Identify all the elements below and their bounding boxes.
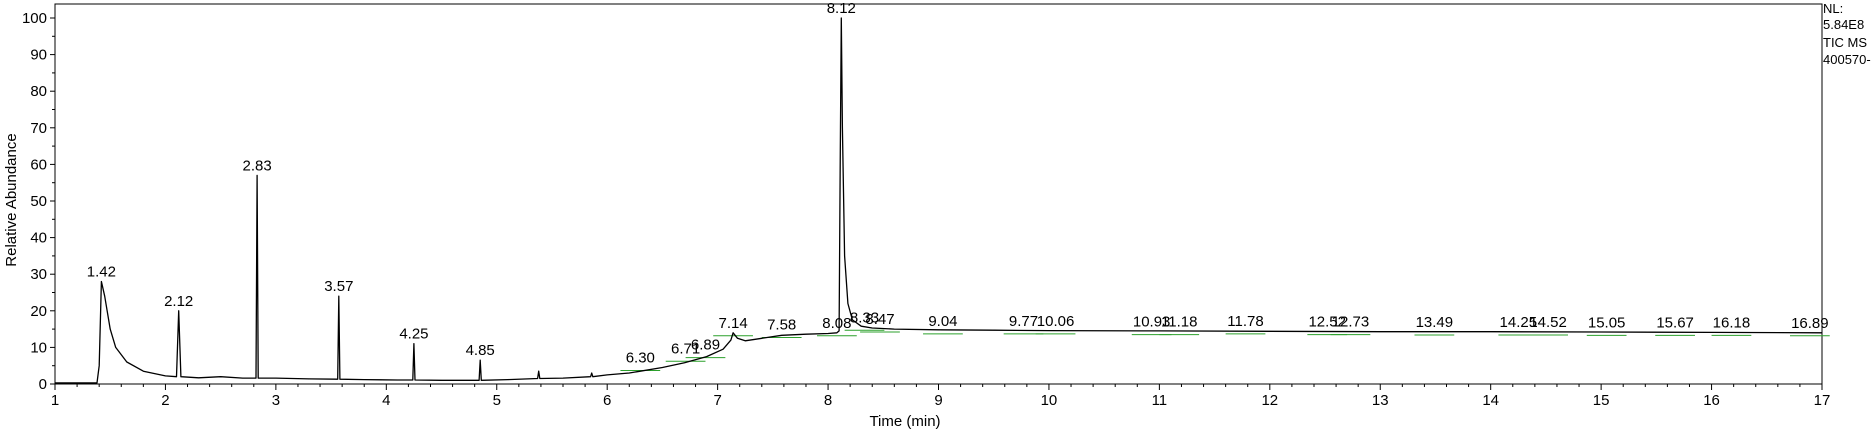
peak-label: 7.14 xyxy=(718,315,747,332)
peak-label: 8.47 xyxy=(865,311,894,328)
y-tick-label: 0 xyxy=(39,376,47,393)
x-tick-label: 10 xyxy=(1041,392,1058,409)
peak-label: 3.57 xyxy=(324,278,353,295)
peak-label: 12.52 xyxy=(1308,314,1346,331)
peak-labels: 1.42 2.12 2.83 3.57 4.25 4.85 6.30 6.716.89 7.14… xyxy=(87,0,1829,367)
peak-label: 16.89 xyxy=(1791,315,1829,332)
peak-label: 8.33 xyxy=(850,309,879,326)
info-line-2: 5.84E8 xyxy=(1823,17,1865,32)
peak-label: 14.52 xyxy=(1529,314,1567,331)
peak-label: 15.05 xyxy=(1588,314,1626,331)
peak-label: 9.04 xyxy=(928,313,957,330)
baseline-markers xyxy=(620,329,1830,371)
peak-label: 9.77 xyxy=(1009,313,1038,330)
peak-label: 4.25 xyxy=(399,326,428,343)
peak-label: 14.25 xyxy=(1500,314,1538,331)
y-tick-label: 100 xyxy=(22,10,47,27)
peak-label: 11.18 xyxy=(1161,314,1197,331)
info-line-4: 400570- xyxy=(1823,52,1871,67)
peak-label: 16.18 xyxy=(1713,314,1751,331)
y-tick-label: 80 xyxy=(30,83,47,100)
x-tick-label: 3 xyxy=(272,392,280,409)
y-tick-label: 10 xyxy=(30,339,47,356)
x-tick-label: 12 xyxy=(1261,392,1278,409)
x-tick-label: 4 xyxy=(382,392,390,409)
peak-label: 13.49 xyxy=(1416,314,1454,331)
y-tick-label: 90 xyxy=(30,47,47,64)
x-tick-label: 17 xyxy=(1814,392,1831,409)
peak-label: 15.67 xyxy=(1656,314,1694,331)
peak-label: 12.73 xyxy=(1332,314,1370,331)
y-axis: 0 10 20 30 40 50 60 70 80 90 100 xyxy=(22,10,55,393)
y-tick-label: 30 xyxy=(30,266,47,283)
peak-label: 6.71 xyxy=(671,340,700,357)
y-tick-label: 50 xyxy=(30,193,47,210)
peak-label: 4.85 xyxy=(466,342,495,359)
y-tick-label: 70 xyxy=(30,120,47,137)
y-tick-label: 60 xyxy=(30,156,47,173)
x-tick-label: 7 xyxy=(713,392,721,409)
peak-label: 8.12 xyxy=(827,0,856,17)
y-axis-title: Relative Abundance xyxy=(3,133,20,266)
info-line-3: TIC MS xyxy=(1823,35,1868,50)
info-line-1: NL: xyxy=(1823,1,1844,16)
peak-label: 10.93 xyxy=(1133,314,1171,331)
x-tick-label: 16 xyxy=(1703,392,1720,409)
peak-label: 11.78 xyxy=(1227,313,1263,330)
x-axis: 1 2 3 4 5 6 7 8 9 10 11 12 13 14 15 16 17 xyxy=(51,384,1831,409)
tic-trace xyxy=(55,17,1823,384)
x-tick-label: 14 xyxy=(1482,392,1499,409)
x-tick-label: 9 xyxy=(934,392,942,409)
x-tick-label: 15 xyxy=(1593,392,1610,409)
x-tick-label: 1 xyxy=(51,392,59,409)
peak-label: 8.08 xyxy=(822,315,851,332)
peak-label: 2.12 xyxy=(164,293,193,310)
x-tick-label: 8 xyxy=(824,392,832,409)
peak-label: 2.83 xyxy=(242,157,271,174)
peak-label: 1.42 xyxy=(87,264,116,281)
peak-label: 6.89 xyxy=(691,337,720,354)
tic-trace-line xyxy=(55,17,1823,384)
x-tick-label: 13 xyxy=(1372,392,1389,409)
x-tick-label: 6 xyxy=(603,392,611,409)
y-tick-label: 20 xyxy=(30,303,47,320)
x-tick-label: 5 xyxy=(493,392,501,409)
peak-label: 10.06 xyxy=(1037,313,1075,330)
x-tick-label: 2 xyxy=(161,392,169,409)
peak-label: 7.58 xyxy=(767,317,796,334)
peak-label: 6.30 xyxy=(626,350,655,367)
y-tick-label: 40 xyxy=(30,230,47,247)
x-axis-title: Time (min) xyxy=(869,413,940,430)
x-tick-label: 11 xyxy=(1152,392,1168,409)
